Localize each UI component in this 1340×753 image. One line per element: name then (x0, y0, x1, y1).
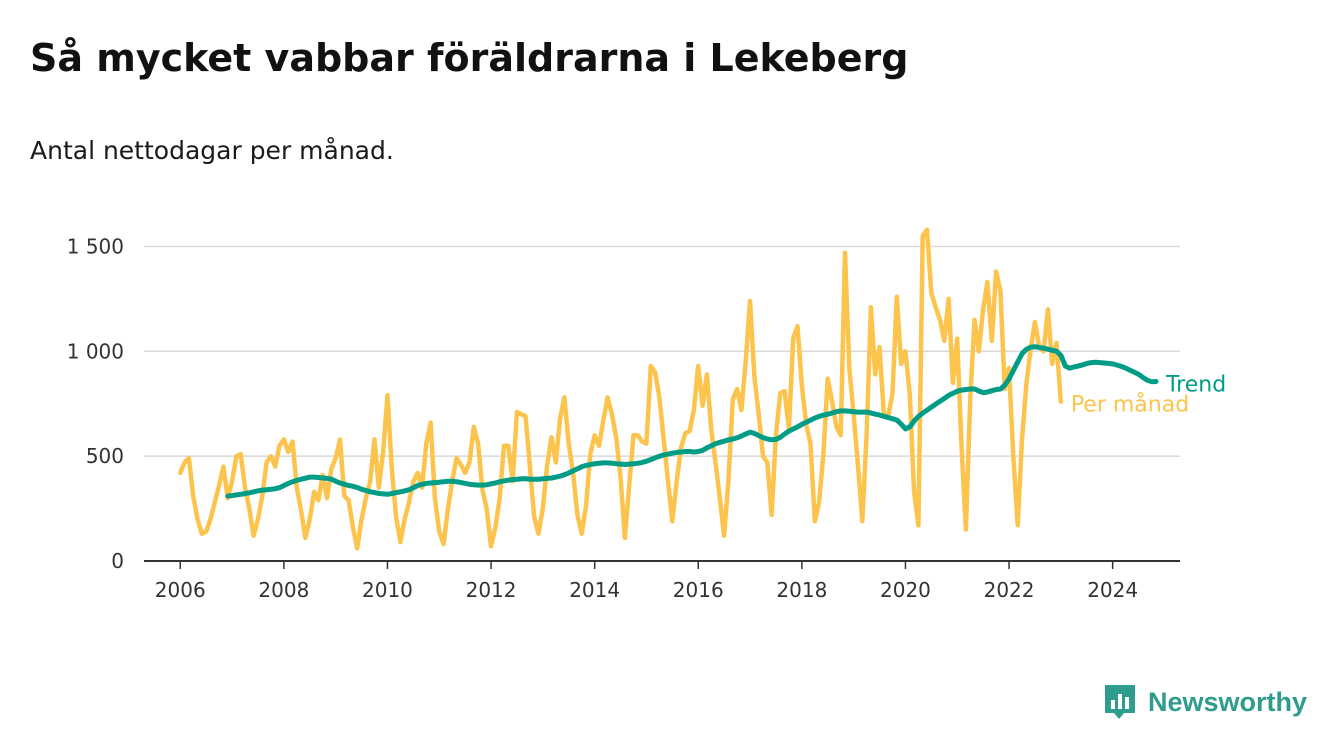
series-label-trend: Trend (1165, 372, 1226, 397)
x-tick-label: 2022 (984, 578, 1035, 602)
x-tick-label: 2014 (569, 578, 620, 602)
x-tick-label: 2024 (1087, 578, 1138, 602)
series-label-per-m-nad: Per månad (1071, 392, 1189, 418)
x-tick-label: 2016 (673, 578, 724, 602)
x-tick-label: 2008 (258, 578, 309, 602)
series-line-per-m-nad (178, 227, 1064, 551)
brand-name: Newsworthy (1148, 686, 1308, 717)
chart-title: Så mycket vabbar föräldrarna i Lekeberg (30, 36, 909, 80)
brand-logo: Newsworthy (1102, 682, 1307, 722)
chart-subtitle: Antal nettodagar per månad. (30, 136, 394, 165)
series-line-trend (225, 344, 1159, 499)
newsworthy-logo-icon (1105, 685, 1135, 719)
y-tick-label: 500 (86, 444, 124, 468)
x-tick-label: 2018 (776, 578, 827, 602)
x-tick-label: 2012 (466, 578, 517, 602)
y-tick-label: 0 (111, 549, 124, 573)
y-tick-label: 1 500 (67, 234, 124, 258)
x-tick-label: 2006 (155, 578, 206, 602)
y-tick-label: 1 000 (67, 339, 124, 363)
x-tick-label: 2010 (362, 578, 413, 602)
x-tick-label: 2020 (880, 578, 931, 602)
